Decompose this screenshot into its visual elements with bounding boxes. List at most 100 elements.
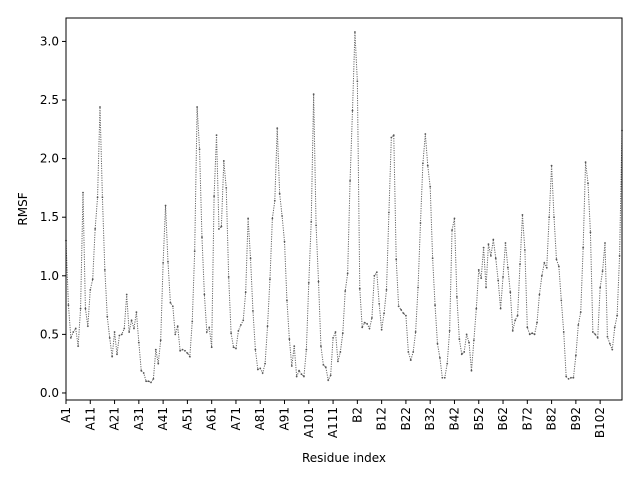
- data-point: [565, 375, 568, 378]
- data-point: [293, 345, 296, 347]
- data-point: [77, 345, 80, 347]
- data-point: [521, 213, 524, 216]
- x-tick-label: A71: [229, 407, 243, 430]
- data-point: [514, 319, 517, 322]
- data-point: [242, 319, 245, 322]
- x-tick-label: A1: [59, 407, 73, 423]
- data-point: [82, 191, 84, 194]
- x-tick-label: B52: [472, 407, 486, 431]
- y-axis-label: RMSF: [16, 192, 30, 225]
- x-tick-label: B2: [350, 407, 364, 423]
- data-point: [298, 369, 300, 372]
- data-point: [451, 229, 453, 231]
- data-point: [431, 257, 434, 260]
- x-tick-label: B22: [399, 407, 413, 431]
- data-point: [111, 355, 114, 358]
- data-point: [254, 348, 257, 351]
- data-point: [266, 325, 269, 328]
- data-point: [536, 321, 538, 324]
- data-point: [337, 360, 339, 363]
- data-point: [89, 288, 92, 291]
- data-point: [504, 242, 507, 244]
- data-point: [441, 376, 444, 379]
- data-point: [259, 367, 262, 370]
- y-tick-label: 2.5: [40, 93, 59, 107]
- data-point: [108, 337, 111, 339]
- data-point: [560, 299, 563, 302]
- data-point: [439, 356, 441, 359]
- data-point: [613, 326, 616, 329]
- data-point: [324, 366, 327, 369]
- data-point: [118, 334, 121, 337]
- x-tick-label: A81: [253, 407, 267, 430]
- data-point: [145, 380, 148, 383]
- x-tick-label: B92: [569, 407, 583, 431]
- x-tick-label: A111: [326, 407, 340, 438]
- data-point: [113, 331, 116, 333]
- data-point: [99, 106, 101, 108]
- x-tick-label: A21: [108, 407, 122, 430]
- data-point: [397, 305, 400, 308]
- data-point: [499, 307, 502, 310]
- x-axis: A1 A11 A21 A31 A41 A51 A61 A71 A81 A91 A101 A111 B2 B…: [59, 400, 607, 438]
- data-point: [320, 345, 322, 347]
- y-tick-label: 0.0: [40, 386, 59, 400]
- data-point: [354, 31, 356, 33]
- data-point: [368, 327, 371, 330]
- data-point: [101, 196, 104, 199]
- data-point: [334, 331, 337, 333]
- data-point: [548, 216, 551, 219]
- data-point: [188, 355, 191, 358]
- data-point: [171, 305, 174, 308]
- x-tick-label: A91: [278, 407, 292, 430]
- data-point: [310, 220, 313, 223]
- data-point: [407, 351, 410, 353]
- data-point: [69, 337, 72, 339]
- x-tick-label: B12: [375, 407, 389, 431]
- data-point: [247, 217, 250, 220]
- x-tick-label: A31: [132, 407, 146, 430]
- data-point: [456, 295, 458, 298]
- data-point: [103, 269, 106, 271]
- data-point: [137, 341, 140, 344]
- data-point: [477, 269, 480, 271]
- data-point: [392, 134, 395, 137]
- data-point: [371, 317, 373, 319]
- x-tick-label: B42: [447, 407, 461, 431]
- data-point: [273, 199, 276, 202]
- data-point: [470, 369, 473, 372]
- data-point: [72, 331, 75, 333]
- data-point: [582, 246, 585, 249]
- data-point: [356, 80, 359, 83]
- data-point: [286, 299, 288, 302]
- data-point: [599, 286, 602, 289]
- y-tick-label: 3.0: [40, 34, 59, 48]
- data-point: [74, 327, 77, 330]
- data-point: [424, 133, 427, 135]
- data-point: [220, 225, 223, 228]
- x-tick-label: A61: [205, 407, 219, 430]
- data-point: [526, 326, 529, 329]
- data-point: [434, 304, 436, 306]
- data-point: [465, 333, 468, 336]
- x-tick-label: B102: [593, 407, 607, 438]
- data-point: [487, 243, 490, 246]
- data-point: [492, 238, 495, 241]
- data-point: [570, 376, 572, 379]
- data-point: [422, 162, 424, 165]
- data-point: [225, 187, 228, 189]
- data-point: [385, 288, 388, 291]
- data-point: [203, 293, 206, 296]
- data-point: [191, 320, 194, 323]
- data-point: [550, 164, 553, 167]
- data-point: [218, 228, 220, 230]
- data-point: [235, 347, 237, 350]
- series-line: [65, 32, 623, 384]
- data-point: [519, 263, 521, 265]
- y-tick-label: 1.5: [40, 210, 59, 224]
- data-point: [278, 192, 281, 195]
- data-point: [303, 375, 305, 378]
- x-tick-label: B32: [423, 407, 437, 431]
- data-point: [390, 136, 393, 139]
